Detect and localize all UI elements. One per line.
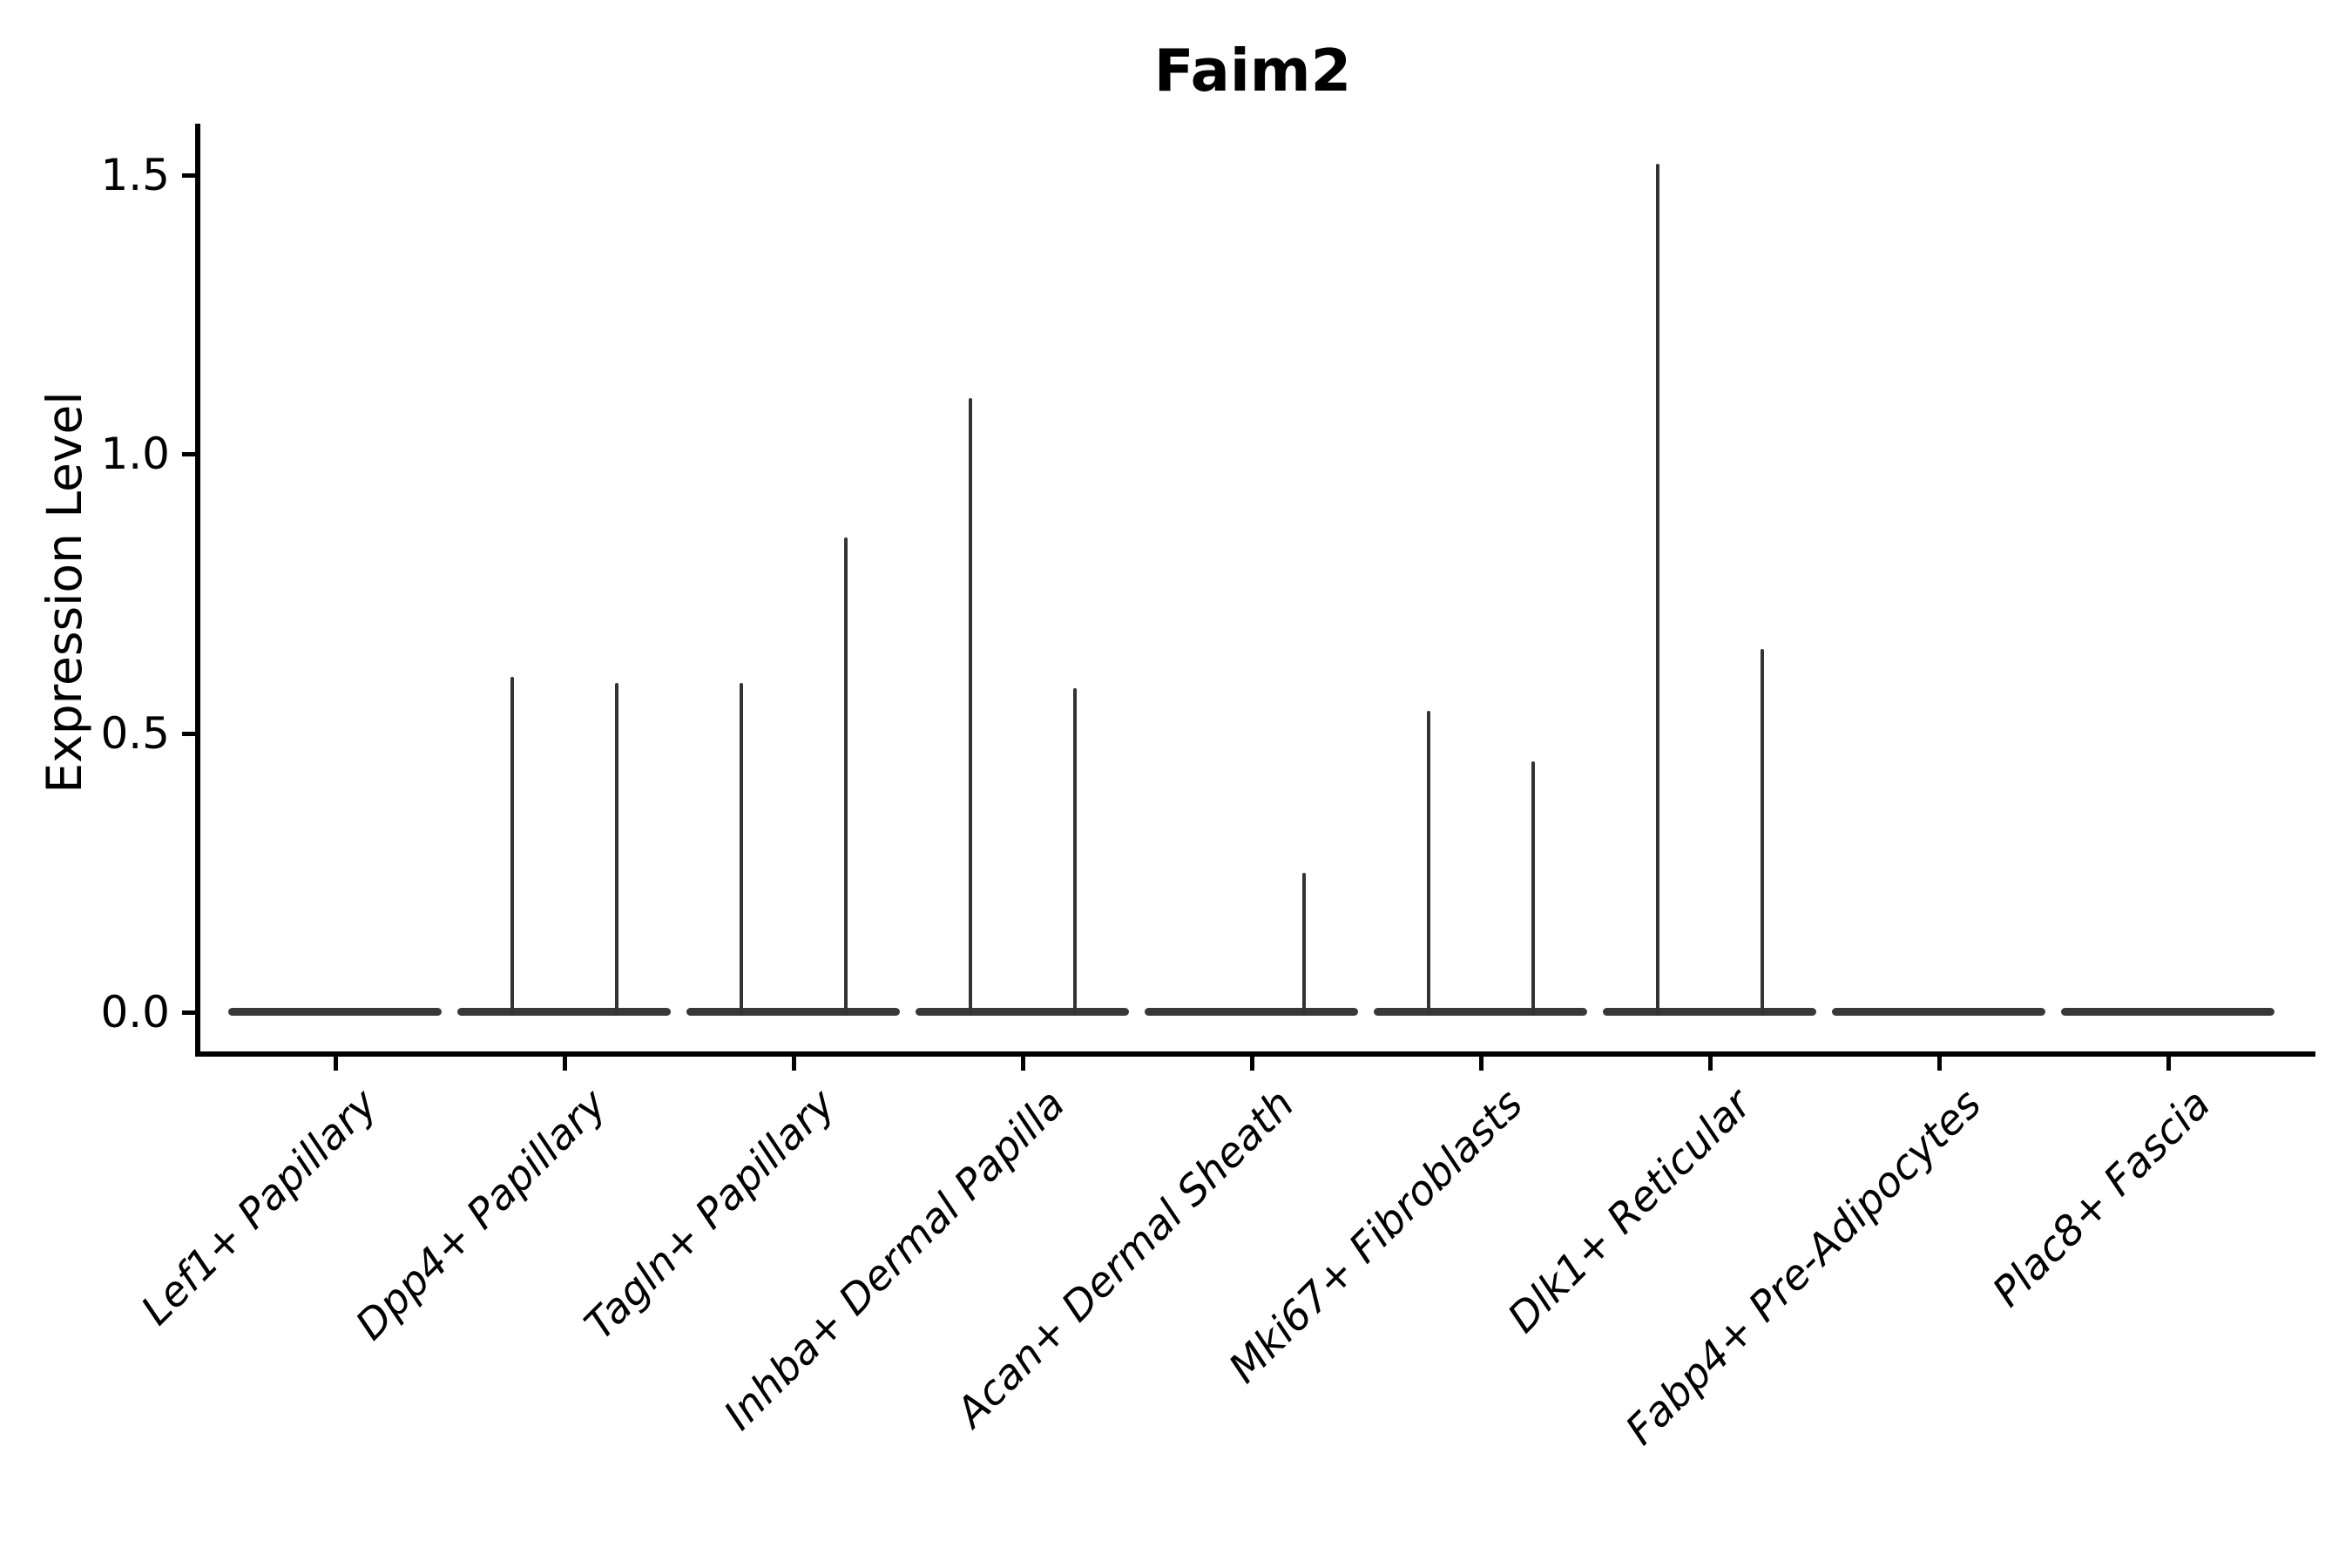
violin-spike (510, 677, 514, 1015)
x-tick-label: Dlk1+ Reticular (1498, 1080, 1761, 1342)
x-tick (792, 1057, 796, 1071)
x-tick (1479, 1057, 1484, 1071)
violin-base (457, 1008, 671, 1016)
violin-spike (969, 398, 972, 1015)
y-tick (182, 452, 195, 456)
x-axis-spine (195, 1051, 2315, 1057)
y-tick-label: 0.0 (100, 987, 170, 1037)
violin-spike (1761, 649, 1764, 1015)
x-tick-label: Tagln+ Papillary (576, 1080, 845, 1349)
violin-spike (1427, 711, 1430, 1015)
x-tick (563, 1057, 567, 1071)
violin-spike (740, 683, 743, 1015)
y-tick (182, 732, 195, 736)
x-tick (1708, 1057, 1713, 1071)
violin-spike (1656, 164, 1659, 1015)
y-tick-label: 1.5 (100, 150, 170, 200)
violin-base (1145, 1008, 1358, 1016)
violin-spike (1302, 873, 1306, 1015)
x-tick (334, 1057, 338, 1071)
x-tick (1021, 1057, 1025, 1071)
violin-base (686, 1008, 900, 1016)
y-tick (182, 1010, 195, 1015)
violin-base (916, 1008, 1129, 1016)
violin-spike (1073, 688, 1077, 1015)
y-tick-label: 0.5 (100, 708, 170, 759)
x-tick-label: Plac8+ Fascia (1983, 1080, 2220, 1317)
violin-base (2061, 1008, 2274, 1016)
x-tick-label: Dpp4+ Papillary (346, 1080, 616, 1350)
violin-base (1374, 1008, 1587, 1016)
violin-spike (1531, 761, 1535, 1015)
x-tick-label: Lef1+ Papillary (132, 1080, 387, 1335)
y-tick-label: 1.0 (100, 429, 170, 479)
violin-base (1603, 1008, 1816, 1016)
violin-spike (615, 683, 618, 1015)
chart-title: Faim2 (1153, 37, 1352, 105)
y-axis-spine (195, 124, 200, 1057)
violin-base (228, 1008, 442, 1016)
y-tick (182, 173, 195, 178)
x-tick (1937, 1057, 1942, 1071)
x-tick (1250, 1057, 1254, 1071)
x-tick (2166, 1057, 2171, 1071)
violin-base (1832, 1008, 2045, 1016)
violin-spike (844, 537, 848, 1015)
